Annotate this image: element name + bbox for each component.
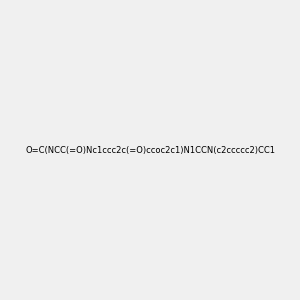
Text: O=C(NCC(=O)Nc1ccc2c(=O)ccoc2c1)N1CCN(c2ccccc2)CC1: O=C(NCC(=O)Nc1ccc2c(=O)ccoc2c1)N1CCN(c2c…: [25, 146, 275, 154]
